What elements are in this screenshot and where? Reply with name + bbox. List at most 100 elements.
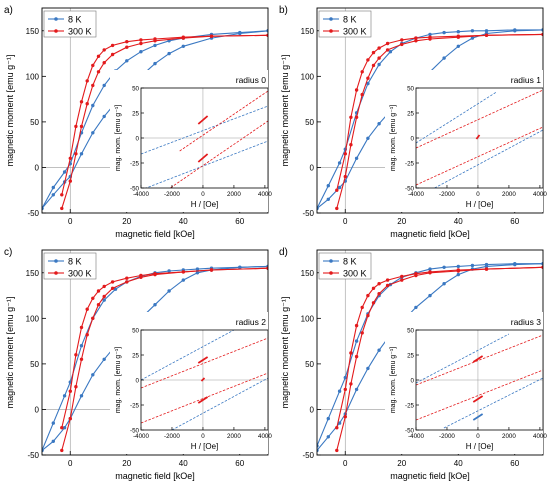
inset-x-tick-label: 2000 [227,433,241,440]
data-point-300k-lower [102,61,106,65]
data-point-300k-lower [209,268,214,272]
data-point-300k-lower [377,56,381,60]
inset-y-tick-label: 0 [411,377,415,384]
data-point-300k-upper [110,43,115,48]
data-point-300k-upper [96,289,101,293]
inset-x-tick-label: -2000 [164,433,180,440]
inset-x-tick-label: 2000 [502,433,516,440]
data-point-300k-lower [181,270,185,274]
data-point-300k-upper [366,293,370,298]
inset-segment [472,395,484,403]
inset-title: radius 0 [236,75,267,85]
x-axis-label: magnetic field [kOe] [115,471,195,481]
inset-x-tick-label: 0 [476,191,480,198]
data-point-300k-upper [125,276,129,280]
x-tick-label: 0 [68,459,73,468]
inset-y-tick-label: -50 [130,427,140,434]
data-point-300k-lower [377,292,381,296]
data-point-8k-lower [456,44,460,48]
data-point-300k-upper [102,48,106,52]
data-point-300k-lower [354,354,359,359]
inset-branch-line [171,377,268,430]
chart-panel-0: 0 20 40 60 -50 0 50 100 150 magnetic field [kOe] m… [4,5,272,239]
legend: 8 K 300 K [43,252,97,280]
chart-panel-1: 0 20 40 60 -50 0 50 100 150 magnetic field [kOe] m… [279,5,547,239]
data-point-8k-upper [326,416,330,421]
data-point-300k-upper [96,54,101,58]
y-tick-label: 0 [310,405,315,414]
legend-swatch-marker [329,17,333,21]
data-point-8k-upper [470,263,475,268]
x-tick-label: 40 [179,459,188,468]
data-point-8k-upper [326,184,330,188]
legend-swatch-marker [329,29,333,33]
data-point-8k-upper [139,50,143,54]
legend-label: 300 K [343,27,367,37]
legend-swatch-marker [54,17,58,21]
data-point-300k-lower [181,36,185,40]
data-point-8k-lower [62,426,67,430]
y-tick-label: 100 [301,72,315,81]
data-point-300k-lower [360,92,364,97]
inset-y-tick-label: 25 [132,110,139,117]
data-point-300k-upper [371,50,376,55]
inset-segment [472,413,484,421]
legend-swatch-marker [54,29,58,33]
data-point-300k-lower [85,333,89,337]
data-point-8k-upper [388,50,393,54]
inset-x-tick-label: -4000 [133,191,149,198]
data-point-300k-upper [139,38,143,42]
data-point-300k-upper [60,193,64,197]
data-point-300k-upper [85,79,89,83]
y-axis-label: magnetic moment [emu g⁻¹] [5,55,15,167]
data-point-8k-lower [153,303,157,307]
data-point-8k-lower [79,394,84,398]
data-point-8k-lower [414,305,418,310]
data-point-8k-upper [167,269,171,273]
data-point-8k-lower [326,197,330,201]
y-tick-label: 50 [30,118,39,127]
data-point-300k-upper [60,426,64,430]
x-tick-label: 20 [122,217,131,226]
x-tick-label: 20 [122,459,131,468]
data-point-8k-upper [62,394,67,398]
inset-y-axis-label: mag. mom. [emu g⁻¹] [390,347,397,413]
data-point-8k-lower [513,262,517,267]
inset-y-tick-label: 50 [407,85,414,92]
legend-swatch-marker [329,271,333,275]
data-point-300k-upper [91,63,95,68]
inset-x-tick-label: -2000 [439,191,455,198]
data-point-8k-lower [238,31,242,36]
data-point-300k-lower [60,206,64,211]
y-axis-label: magnetic moment [emu g⁻¹] [5,297,15,409]
data-point-300k-lower [343,415,347,419]
legend-swatch-marker [329,259,333,263]
inset-y-tick-label: -50 [405,427,415,434]
inset-x-tick-label: -4000 [408,433,424,440]
inset-x-tick-label: -2000 [439,433,455,440]
inset-x-tick-label: 0 [476,433,480,440]
inset-x-tick-label: -2000 [164,191,180,198]
data-point-8k-lower [181,278,185,282]
x-axis-label: magnetic field [kOe] [115,229,195,239]
inset-branch-line [141,337,268,389]
data-point-8k-lower [337,185,342,190]
data-point-8k-upper [442,30,446,35]
y-tick-label: 0 [35,405,40,414]
data-point-8k-lower [153,61,157,66]
data-point-300k-lower [79,124,84,129]
legend: 8 K 300 K [318,252,372,280]
legend-label: 8 K [68,15,82,25]
data-point-8k-upper [153,43,157,48]
inset-x-axis-label: H / [Oe] [466,200,494,209]
data-point-8k-lower [354,156,359,160]
data-point-300k-lower [139,41,143,46]
inset-y-tick-label: -25 [130,160,140,167]
y-tick-label: -50 [27,209,39,218]
data-point-8k-upper [102,298,106,302]
legend-label: 8 K [343,257,357,267]
inset-x-tick-label: 4000 [258,191,272,198]
data-point-8k-upper [354,339,359,343]
data-point-300k-upper [74,353,78,357]
inset-branch-line [141,105,268,155]
